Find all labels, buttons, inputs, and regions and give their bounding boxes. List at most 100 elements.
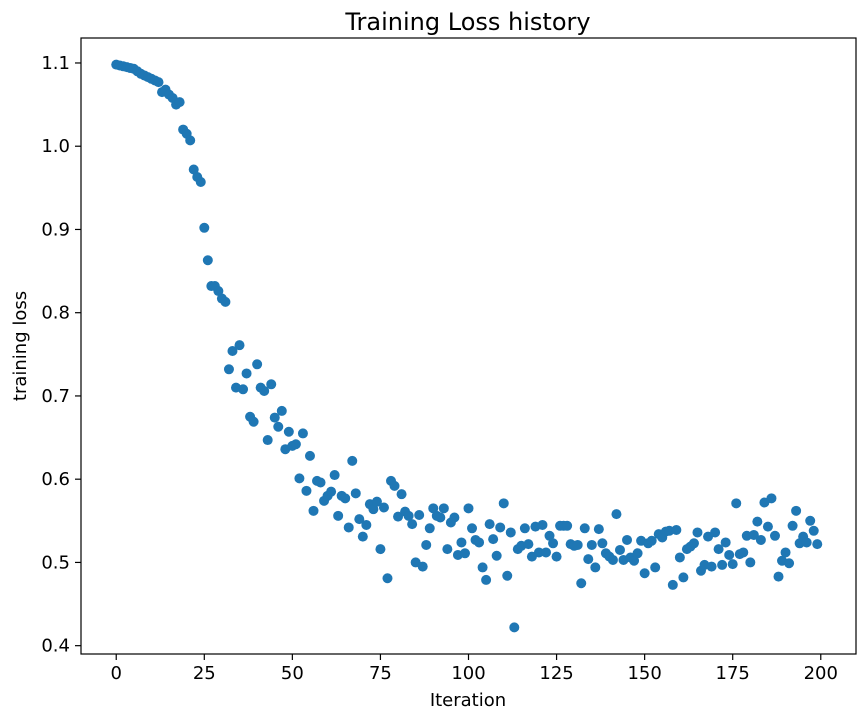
data-point	[586, 539, 597, 550]
y-tick-label: 0.9	[41, 219, 70, 240]
x-tick-label: 75	[369, 663, 392, 684]
x-axis-label: Iteration	[430, 690, 506, 711]
data-point	[812, 539, 823, 550]
data-point	[340, 493, 351, 504]
data-point	[572, 539, 583, 550]
y-axis-label: training loss	[10, 291, 31, 401]
data-point	[252, 359, 263, 370]
data-point	[241, 368, 252, 379]
data-point	[607, 554, 618, 565]
data-point	[435, 512, 446, 523]
data-point	[491, 550, 502, 561]
data-point	[551, 551, 562, 562]
data-point	[671, 524, 682, 535]
data-point	[692, 527, 703, 538]
data-point	[583, 554, 594, 565]
y-axis: 0.4 0.5 0.6 0.7 0.8 0.9 1.0 1.1	[41, 53, 81, 657]
data-point	[579, 523, 590, 534]
data-point	[622, 534, 633, 545]
data-point	[269, 412, 280, 423]
data-point	[238, 384, 249, 395]
data-point	[407, 519, 418, 530]
data-point	[276, 405, 287, 416]
data-point	[347, 455, 358, 466]
y-tick-label: 1.1	[41, 53, 70, 74]
data-point	[674, 552, 685, 563]
data-point	[290, 439, 301, 450]
data-point	[371, 496, 382, 507]
data-point	[629, 555, 640, 566]
data-point	[283, 426, 294, 437]
x-tick-label: 150	[627, 663, 661, 684]
data-point	[428, 503, 439, 514]
y-tick-label: 1.0	[41, 136, 70, 157]
data-point	[304, 450, 315, 461]
data-point	[727, 559, 738, 570]
data-point	[519, 523, 530, 534]
data-point	[294, 473, 305, 484]
data-point	[502, 570, 513, 581]
data-point	[597, 538, 608, 549]
data-point	[541, 547, 551, 558]
x-tick-label: 200	[804, 663, 838, 684]
data-point	[495, 522, 506, 533]
data-point	[329, 470, 340, 481]
data-point	[481, 574, 492, 585]
data-point	[153, 77, 164, 88]
data-point	[509, 622, 520, 633]
data-point	[459, 548, 470, 559]
data-point	[474, 537, 485, 548]
data-point	[354, 514, 365, 525]
data-point	[784, 558, 795, 569]
data-point	[590, 562, 601, 573]
x-tick-label: 25	[193, 663, 216, 684]
data-point	[174, 97, 185, 108]
x-tick-label: 50	[281, 663, 304, 684]
data-point	[639, 568, 650, 579]
data-point	[766, 493, 777, 504]
data-point	[266, 379, 277, 390]
data-point	[382, 573, 393, 584]
data-point	[273, 421, 284, 432]
y-tick-label: 0.4	[41, 636, 70, 657]
data-point	[414, 509, 425, 520]
data-point	[438, 503, 449, 514]
data-point	[773, 571, 784, 582]
data-point	[498, 498, 509, 509]
data-point	[805, 515, 816, 526]
data-point	[350, 488, 361, 499]
data-point	[745, 557, 756, 568]
data-point	[678, 572, 689, 583]
chart-title: Training Loss history	[344, 8, 590, 36]
data-point	[199, 222, 210, 233]
data-point	[706, 561, 717, 572]
data-point	[724, 549, 735, 560]
data-point	[361, 519, 372, 530]
data-point	[780, 547, 791, 558]
data-point	[442, 544, 453, 555]
data-point	[505, 527, 516, 538]
data-point	[717, 559, 728, 570]
data-point	[195, 177, 206, 188]
data-point	[378, 502, 389, 513]
plot-frame	[80, 37, 857, 655]
data-point	[396, 489, 407, 500]
data-point	[748, 529, 759, 540]
data-point	[389, 480, 400, 491]
data-point	[368, 504, 379, 515]
data-point	[248, 416, 259, 427]
data-point	[688, 538, 699, 549]
x-tick-label: 175	[716, 663, 750, 684]
y-tick-label: 0.5	[41, 552, 70, 573]
data-point	[562, 520, 573, 531]
data-points	[111, 59, 823, 633]
data-point	[576, 578, 587, 589]
y-tick-label: 0.7	[41, 386, 70, 407]
data-point	[220, 296, 231, 307]
data-point	[477, 562, 488, 573]
data-point	[213, 286, 224, 297]
data-point	[791, 505, 802, 516]
data-point	[417, 561, 428, 572]
data-point	[632, 548, 643, 559]
data-point	[185, 135, 196, 146]
